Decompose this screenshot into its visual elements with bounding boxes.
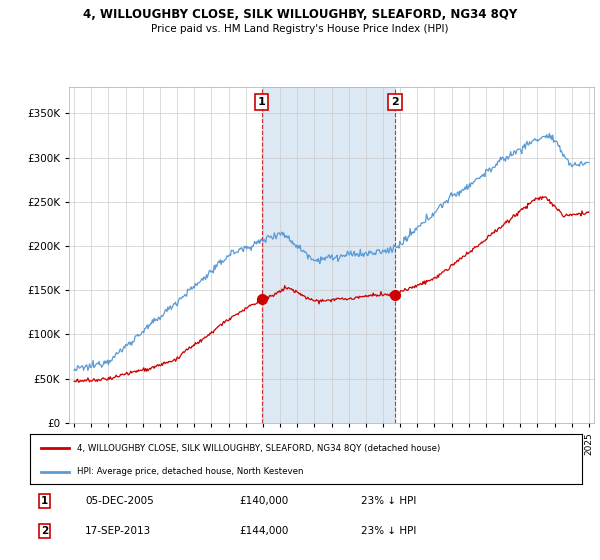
Text: 23% ↓ HPI: 23% ↓ HPI — [361, 526, 416, 535]
Text: 1: 1 — [257, 97, 265, 107]
Text: 4, WILLOUGHBY CLOSE, SILK WILLOUGHBY, SLEAFORD, NG34 8QY (detached house): 4, WILLOUGHBY CLOSE, SILK WILLOUGHBY, SL… — [77, 444, 440, 452]
Text: 23% ↓ HPI: 23% ↓ HPI — [361, 496, 416, 506]
Text: 2: 2 — [391, 97, 399, 107]
Text: HPI: Average price, detached house, North Kesteven: HPI: Average price, detached house, Nort… — [77, 467, 304, 477]
Text: Price paid vs. HM Land Registry's House Price Index (HPI): Price paid vs. HM Land Registry's House … — [151, 24, 449, 34]
Bar — [262, 87, 395, 423]
Text: 05-DEC-2005: 05-DEC-2005 — [85, 496, 154, 506]
Text: 17-SEP-2013: 17-SEP-2013 — [85, 526, 151, 535]
Text: 4, WILLOUGHBY CLOSE, SILK WILLOUGHBY, SLEAFORD, NG34 8QY: 4, WILLOUGHBY CLOSE, SILK WILLOUGHBY, SL… — [83, 8, 517, 21]
Text: £144,000: £144,000 — [240, 526, 289, 535]
Text: 2: 2 — [41, 526, 48, 535]
Text: 1: 1 — [41, 496, 48, 506]
Text: £140,000: £140,000 — [240, 496, 289, 506]
